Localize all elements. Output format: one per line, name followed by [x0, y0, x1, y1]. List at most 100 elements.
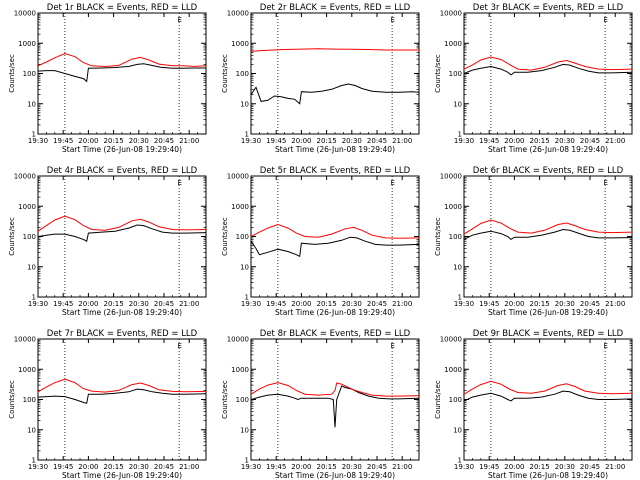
x-tick-label: 19:45 — [479, 300, 499, 308]
y-tick-label: 100 — [23, 70, 36, 78]
y-tick-label: 1 — [32, 131, 36, 139]
chart-title: Det 3r BLACK = Events, RED = LLD — [473, 3, 624, 13]
y-axis-label: Counts/sec — [434, 54, 442, 93]
y-axis-label: Counts/sec — [221, 217, 229, 256]
chart-panel-3: Det 3r BLACK = Events, RED = LLD 1 10 100 10… — [434, 3, 633, 154]
y-tick-label: 1000 — [231, 203, 249, 211]
x-tick-label: 20:30 — [342, 300, 362, 308]
corner-label: E — [177, 179, 181, 187]
y-tick-label: 100 — [236, 396, 249, 404]
x-tick-label: 20:00 — [78, 463, 98, 471]
y-tick-label: 1000 — [18, 40, 36, 48]
x-tick-label: 20:00 — [504, 463, 524, 471]
y-tick-label: 10000 — [14, 10, 36, 18]
corner-label: E — [177, 16, 181, 24]
chart-panel-8: Det 8r BLACK = Events, RED = LLD 1 10 100 10… — [221, 329, 420, 480]
y-tick-label: 10 — [453, 100, 462, 108]
y-tick-label: 10 — [453, 263, 462, 271]
x-tick-label: 20:00 — [78, 137, 98, 145]
x-axis-label: Start Time (26-Jun-08 19:29:40) — [488, 471, 608, 480]
x-tick-label: 20:15 — [104, 300, 124, 308]
series-events-line — [37, 63, 206, 83]
chart-title: Det 8r BLACK = Events, RED = LLD — [260, 329, 411, 339]
x-tick-label: 20:45 — [367, 463, 387, 471]
y-axis-label: Counts/sec — [221, 54, 229, 93]
y-tick-label: 10000 — [440, 173, 462, 181]
x-tick-label: 20:15 — [104, 137, 124, 145]
corner-label: E — [390, 16, 394, 24]
y-tick-label: 10000 — [440, 336, 462, 344]
y-tick-label: 10 — [240, 100, 249, 108]
corner-label: E — [603, 342, 607, 350]
chart-title: Det 4r BLACK = Events, RED = LLD — [47, 166, 198, 176]
x-tick-label: 20:00 — [291, 463, 311, 471]
y-axis-label: Counts/sec — [221, 380, 229, 419]
y-tick-label: 10 — [27, 426, 36, 434]
chart-panel-9: Det 9r BLACK = Events, RED = LLD 1 10 100 10… — [434, 329, 633, 480]
x-tick-label: 21:00 — [392, 300, 412, 308]
chart-title: Det 2r BLACK = Events, RED = LLD — [260, 3, 411, 13]
y-tick-label: 1 — [458, 457, 462, 465]
chart-panel-2: Det 2r BLACK = Events, RED = LLD 1 10 100 10… — [221, 3, 420, 154]
x-tick-label: 19:45 — [266, 300, 286, 308]
series-events-line — [250, 236, 420, 258]
y-axis-label: Counts/sec — [8, 217, 16, 256]
x-tick-label: 20:00 — [291, 137, 311, 145]
y-tick-label: 100 — [449, 233, 462, 241]
series-events-line — [250, 83, 420, 105]
corner-label: E — [390, 342, 394, 350]
x-tick-label: 19:30 — [28, 463, 48, 471]
chart-panel-4: Det 4r BLACK = Events, RED = LLD 1 10 100 10… — [8, 166, 207, 317]
y-tick-label: 100 — [236, 70, 249, 78]
y-tick-label: 10000 — [14, 336, 36, 344]
y-tick-label: 10 — [240, 426, 249, 434]
x-tick-label: 19:45 — [266, 463, 286, 471]
x-tick-label: 20:00 — [291, 300, 311, 308]
x-axis-label: Start Time (26-Jun-08 19:29:40) — [62, 145, 182, 154]
x-tick-label: 21:00 — [392, 463, 412, 471]
x-tick-label: 19:45 — [266, 137, 286, 145]
plot-frame — [37, 175, 207, 298]
series-lld-line — [37, 52, 207, 68]
plot-frame — [463, 175, 633, 298]
y-tick-label: 10000 — [227, 336, 249, 344]
x-tick-label: 20:15 — [530, 300, 550, 308]
x-tick-label: 19:30 — [454, 300, 474, 308]
y-tick-label: 1000 — [231, 366, 249, 374]
x-tick-label: 19:30 — [28, 300, 48, 308]
x-tick-label: 20:30 — [129, 300, 149, 308]
y-tick-label: 1000 — [18, 203, 36, 211]
x-tick-label: 19:45 — [53, 300, 73, 308]
x-tick-label: 20:15 — [530, 137, 550, 145]
plot-frame — [250, 12, 420, 135]
y-tick-label: 1000 — [231, 40, 249, 48]
x-tick-label: 19:45 — [479, 137, 499, 145]
corner-label: E — [603, 16, 607, 24]
chart-panel-7: Det 7r BLACK = Events, RED = LLD 1 10 100 10… — [8, 329, 207, 480]
x-tick-label: 20:15 — [104, 463, 124, 471]
y-tick-label: 1 — [245, 131, 249, 139]
y-tick-label: 1000 — [444, 366, 462, 374]
x-tick-label: 20:15 — [317, 137, 337, 145]
series-lld-line — [463, 219, 633, 235]
x-tick-label: 20:45 — [367, 137, 387, 145]
x-tick-label: 20:30 — [555, 300, 575, 308]
y-tick-label: 10000 — [227, 10, 249, 18]
x-tick-label: 20:15 — [317, 463, 337, 471]
series-lld-line — [37, 378, 207, 393]
x-tick-label: 20:00 — [504, 300, 524, 308]
y-tick-label: 1 — [458, 294, 462, 302]
x-tick-label: 21:00 — [392, 137, 412, 145]
x-tick-label: 20:45 — [580, 137, 600, 145]
chart-title: Det 6r BLACK = Events, RED = LLD — [473, 166, 624, 176]
series-lld-line — [250, 223, 420, 239]
series-lld-line — [463, 380, 633, 395]
x-tick-label: 20:30 — [129, 463, 149, 471]
series-events-line — [463, 63, 633, 76]
x-axis-label: Start Time (26-Jun-08 19:29:40) — [275, 308, 395, 317]
series-lld-line — [250, 382, 420, 397]
corner-label: E — [603, 179, 607, 187]
y-axis-label: Counts/sec — [8, 54, 16, 93]
y-tick-label: 10 — [240, 263, 249, 271]
